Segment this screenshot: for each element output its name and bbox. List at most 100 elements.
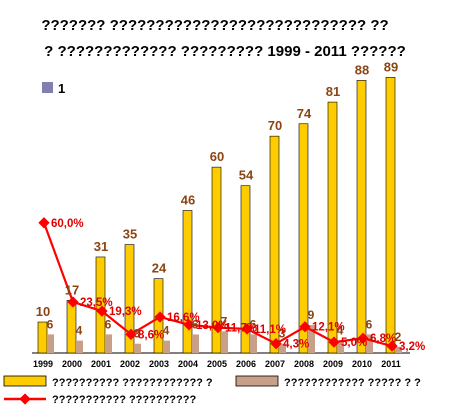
point-red-1999 — [38, 217, 50, 229]
tick-2006: 2006 — [236, 359, 256, 369]
label-pct-2004: 13,0% — [196, 320, 229, 332]
bar-brown-2002 — [134, 343, 141, 353]
bar-brown-2003 — [163, 340, 170, 353]
label-brown-2003: 4 — [163, 324, 170, 338]
label-brown-2002: 3 — [134, 327, 141, 341]
tick-2007: 2007 — [265, 359, 285, 369]
label-gold-1999: 10 — [36, 304, 50, 319]
bar-gold-2006 — [240, 185, 251, 354]
tick-2008: 2008 — [294, 359, 314, 369]
chart-title-line-2: ? ????????????? ????????? 1999 - 2011 ??… — [44, 43, 406, 60]
legend-swatch-brown — [235, 375, 279, 387]
legend-label-red: ??????????? ?????????? — [52, 394, 196, 406]
bar-brown-2004 — [192, 334, 199, 353]
legend-swatch-gold — [3, 375, 47, 387]
bar-gold-2007 — [269, 135, 280, 354]
label-brown-2008: 9 — [308, 308, 315, 322]
point-red-2004 — [183, 319, 195, 331]
label-pct-1999: 60,0% — [51, 218, 84, 230]
marker-legend-label: 1 — [58, 81, 65, 96]
bar-gold-2010 — [356, 80, 367, 354]
label-brown-2004: 6 — [192, 317, 199, 331]
point-red-2005 — [212, 321, 224, 334]
label-pct-2011: 3,2% — [399, 341, 425, 353]
label-gold-2002: 35 — [123, 227, 137, 242]
label-gold-2006: 54 — [239, 168, 254, 183]
label-brown-2009: 4 — [337, 324, 344, 338]
tick-2011: 2011 — [381, 359, 401, 369]
bar-brown-2008 — [308, 325, 315, 353]
label-pct-2006: 11,1% — [254, 324, 286, 336]
label-brown-2010: 6 — [366, 317, 373, 331]
label-pct-2000: 23,5% — [80, 297, 113, 309]
label-gold-2011: 89 — [384, 59, 398, 74]
bars-layer — [37, 76, 402, 354]
tick-2003: 2003 — [149, 359, 169, 369]
point-red-2003 — [154, 311, 166, 323]
label-pct-2001: 19,3% — [109, 306, 142, 318]
label-gold-2009: 81 — [326, 84, 340, 99]
label-pct-2007: 4,3% — [283, 339, 309, 351]
tick-2010: 2010 — [352, 359, 372, 369]
legend: ?????????? ???????????? ? ???????????? ?… — [3, 375, 421, 406]
label-pct-2005: 11,7% — [225, 323, 257, 335]
ticks-layer: 1999 2000 2001 2002 2003 2004 2005 2006 2007 2008… — [33, 359, 401, 369]
labels-layer: 1061743163532444666075467037498148868926… — [36, 59, 425, 353]
bar-gold-2004 — [182, 210, 193, 354]
bar-brown-1999 — [47, 334, 54, 353]
bar-brown-2011 — [395, 346, 402, 353]
bar-gold-2000 — [66, 300, 77, 354]
point-red-2006 — [241, 323, 253, 335]
point-red-2010 — [357, 332, 369, 344]
label-brown-2005: 7 — [221, 314, 228, 328]
bar-brown-2010 — [366, 334, 373, 353]
legend-label-gold: ?????????? ???????????? ? — [52, 377, 213, 389]
label-pct-2010: 6,8% — [370, 333, 396, 345]
bar-brown-2001 — [105, 334, 112, 353]
point-red-2009 — [328, 336, 340, 348]
label-gold-2004: 46 — [181, 193, 195, 208]
label-pct-2002: 8,6% — [138, 329, 164, 341]
point-red-2008 — [299, 321, 311, 333]
point-red-2011 — [386, 340, 398, 352]
tick-2009: 2009 — [323, 359, 343, 369]
label-brown-2001: 6 — [105, 317, 112, 331]
label-pct-2003: 16,6% — [167, 312, 200, 324]
label-brown-2006: 6 — [250, 317, 257, 331]
label-brown-1999: 6 — [47, 317, 54, 331]
bar-brown-2007 — [279, 343, 286, 353]
tick-2004: 2004 — [178, 359, 198, 369]
label-gold-2003: 24 — [152, 261, 167, 276]
tick-1999: 1999 — [33, 359, 53, 369]
legend-marker-red — [19, 393, 31, 405]
bar-gold-2009 — [327, 101, 338, 354]
bar-brown-2009 — [337, 340, 344, 353]
label-gold-2005: 60 — [210, 149, 224, 164]
bar-gold-1999 — [37, 321, 48, 354]
label-gold-2008: 74 — [297, 106, 312, 121]
chart-title-line-1: ??????? ???????????????????????????? ?? — [41, 17, 388, 34]
marker-legend-swatch — [42, 82, 53, 93]
label-gold-2000: 17 — [65, 282, 79, 297]
label-gold-2001: 31 — [94, 239, 108, 254]
label-gold-2010: 88 — [355, 62, 369, 77]
label-gold-2007: 70 — [268, 118, 282, 133]
bar-brown-2000 — [76, 340, 83, 353]
label-brown-2000: 4 — [76, 324, 83, 338]
legend-label-brown: ???????????? ????? ? ? — [284, 377, 421, 389]
line-layer — [38, 217, 398, 352]
bar-brown-2005 — [221, 331, 228, 353]
bar-gold-2002 — [124, 244, 135, 354]
bar-gold-2001 — [95, 256, 106, 354]
tick-2001: 2001 — [91, 359, 111, 369]
label-brown-2011: 2 — [395, 330, 402, 344]
tick-2002: 2002 — [120, 359, 140, 369]
label-brown-2007: 3 — [279, 327, 286, 341]
tick-2005: 2005 — [207, 359, 227, 369]
bar-brown-2006 — [250, 334, 257, 353]
tick-2000: 2000 — [62, 359, 82, 369]
point-red-2007 — [270, 338, 282, 350]
label-pct-2009: 5,0% — [341, 337, 367, 349]
bar-gold-2005 — [211, 166, 222, 354]
